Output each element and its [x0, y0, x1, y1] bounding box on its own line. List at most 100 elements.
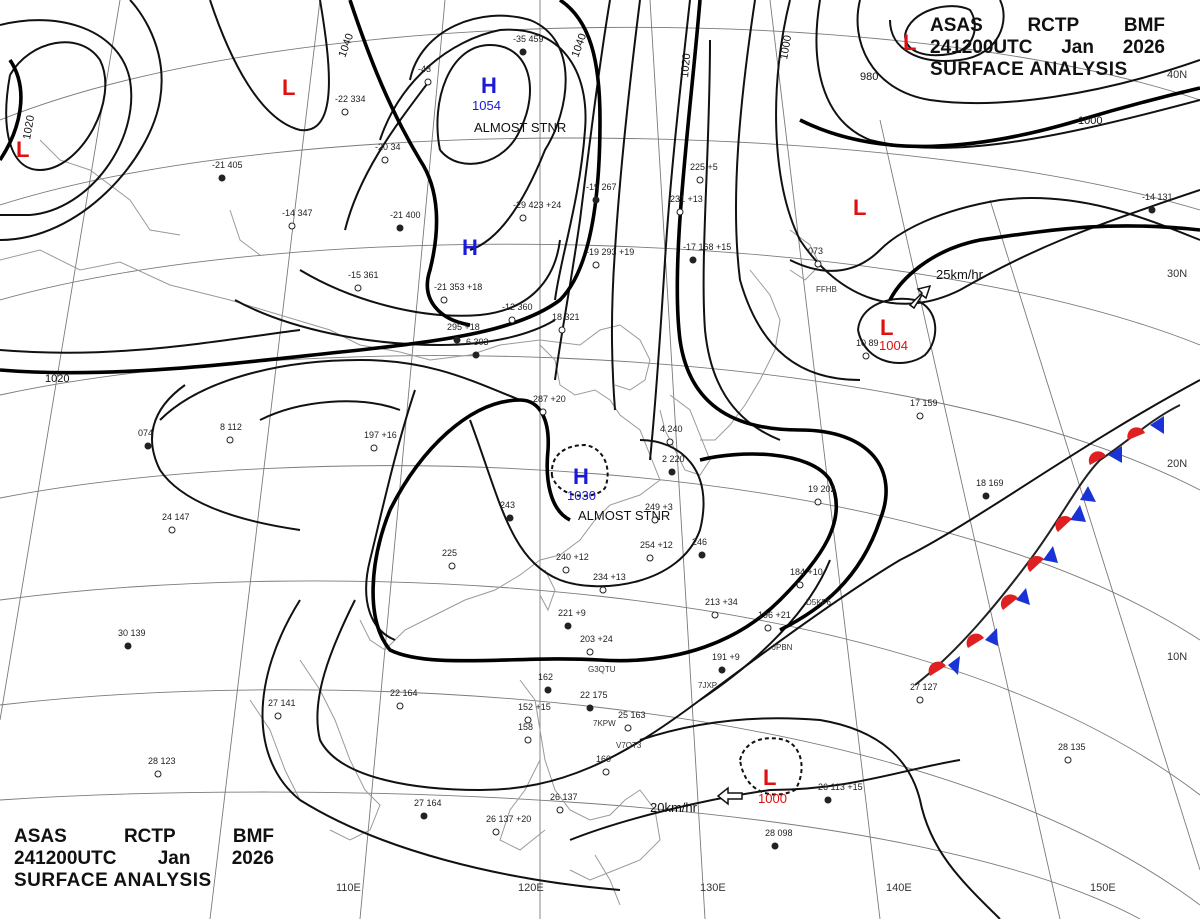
station-readout: 225 +5	[690, 162, 718, 172]
high-center-1054-value: 1054	[472, 98, 501, 113]
station-readout: 240 +12	[556, 552, 589, 562]
station-marker-icon	[646, 554, 654, 562]
station-readout: 191 +9	[712, 652, 740, 662]
station-readout: 27 164	[414, 798, 442, 808]
header-line-2: 241200UTC Jan 2026	[14, 848, 274, 870]
ship-callsign: D5KF6	[806, 598, 831, 607]
lon-label: 110E	[336, 882, 361, 894]
station-readout: 234 +13	[593, 572, 626, 582]
station-readout: -21 405	[212, 160, 243, 170]
station-readout: 213 +34	[705, 597, 738, 607]
station-readout: 243	[500, 500, 515, 510]
station-marker-icon	[764, 624, 772, 632]
lat-label: 20N	[1167, 458, 1187, 470]
station-readout: 074	[138, 428, 153, 438]
station-readout: 6 303	[466, 337, 489, 347]
station-readout: 28 135	[1058, 742, 1086, 752]
header-station: RCTP	[1027, 15, 1080, 36]
isobar-label: 1000	[1078, 115, 1102, 127]
station-readout: 287 +20	[533, 394, 566, 404]
station-marker-icon	[1064, 756, 1072, 764]
low-center-1000-value: 1000	[758, 791, 787, 806]
station-marker-icon	[711, 611, 719, 619]
station-marker-icon	[154, 770, 162, 778]
station-readout: -22 334	[335, 94, 366, 104]
station-readout: 24 147	[162, 512, 190, 522]
header-code: BMF	[1123, 15, 1165, 36]
station-readout: 28 123	[148, 756, 176, 766]
station-marker-icon	[218, 174, 226, 182]
station-marker-icon	[381, 156, 389, 164]
station-readout: -14 347	[282, 208, 313, 218]
station-readout: 184 +10	[790, 567, 823, 577]
header-station: RCTP	[123, 826, 176, 847]
header-year: 2026	[231, 848, 274, 869]
header-line-1: ASAS RCTP BMF	[14, 826, 274, 848]
station-readout: 26 137	[550, 792, 578, 802]
high-center-1030: H	[573, 464, 589, 489]
ship-callsigns: G3QTU 7JXP JPBN D5KF6 V7OT3 7KPW FFHB	[588, 285, 837, 750]
graticule-labels: 110E 120E 130E 140E 150E 40N 30N 20N 10N	[336, 69, 1187, 894]
station-marker-icon	[440, 296, 448, 304]
header-year: 2026	[1122, 37, 1165, 58]
lon-label: 150E	[1090, 882, 1116, 894]
station-readout: 221 +9	[558, 608, 586, 618]
isobars-bold	[0, 0, 1200, 663]
station-marker-icon	[651, 516, 659, 524]
station-readout: 231 +13	[670, 194, 703, 204]
station-marker-icon	[771, 842, 779, 850]
low-center-west-1: L	[282, 75, 295, 100]
station-marker-icon	[916, 696, 924, 704]
station-marker-icon	[796, 581, 804, 589]
lat-label: 10N	[1167, 651, 1187, 663]
station-marker-icon	[288, 222, 296, 230]
header-title: SURFACE ANALYSIS	[930, 59, 1128, 80]
station-readout: 073	[808, 246, 823, 256]
analysis-header-top-right: ASAS RCTP BMF 241200UTC Jan 2026 SURFACE…	[930, 15, 1165, 81]
station-readout: 4 240	[660, 424, 683, 434]
station-marker-icon	[1148, 206, 1156, 214]
station-marker-icon	[558, 326, 566, 334]
station-marker-icon	[564, 622, 572, 630]
header-line-2: 241200UTC Jan 2026	[930, 37, 1165, 59]
ship-callsign: G3QTU	[588, 665, 616, 674]
station-marker-icon	[508, 316, 516, 324]
station-marker-icon	[624, 724, 632, 732]
station-marker-icon	[472, 351, 480, 359]
station-marker-icon	[586, 704, 594, 712]
header-region: ASAS	[930, 15, 983, 36]
station-readout: 28 098	[765, 828, 793, 838]
station-readout: -12 360	[502, 302, 533, 312]
low-center-1000: L	[763, 765, 776, 790]
station-readout: 22 164	[390, 688, 418, 698]
station-readout: -43	[418, 64, 431, 74]
station-marker-icon	[562, 566, 570, 574]
station-marker-icon	[124, 642, 132, 650]
station-marker-icon	[168, 526, 176, 534]
station-readout: 19 202	[808, 484, 836, 494]
low-center-west-2: L	[16, 137, 29, 162]
station-readout: 26 113 +15	[818, 782, 863, 792]
isobar-label: 1000	[778, 34, 794, 60]
station-readout: -21 400	[390, 210, 421, 220]
pressure-centers: H 1054 ALMOST STNR H H 1030 ALMOST STNR …	[16, 30, 916, 806]
isobar-label: 1020	[679, 53, 693, 78]
lon-label: 130E	[700, 882, 726, 894]
station-marker-icon	[698, 551, 706, 559]
station-readout: 197 +16	[364, 430, 397, 440]
station-readout: 249 +3	[645, 502, 673, 512]
station-readout: 160	[596, 754, 611, 764]
motion-arrow-ne-icon	[908, 284, 932, 310]
station-readout: 18 169	[976, 478, 1004, 488]
lat-label: 40N	[1167, 69, 1187, 81]
station-marker-icon	[341, 108, 349, 116]
station-readout: -35 459	[513, 34, 544, 44]
station-readout: 8 112	[220, 422, 242, 432]
station-marker-icon	[420, 812, 428, 820]
station-marker-icon	[668, 468, 676, 476]
station-marker-icon	[916, 412, 924, 420]
station-readout: 162	[538, 672, 553, 682]
station-marker-icon	[144, 442, 152, 450]
station-marker-icon	[274, 712, 282, 720]
